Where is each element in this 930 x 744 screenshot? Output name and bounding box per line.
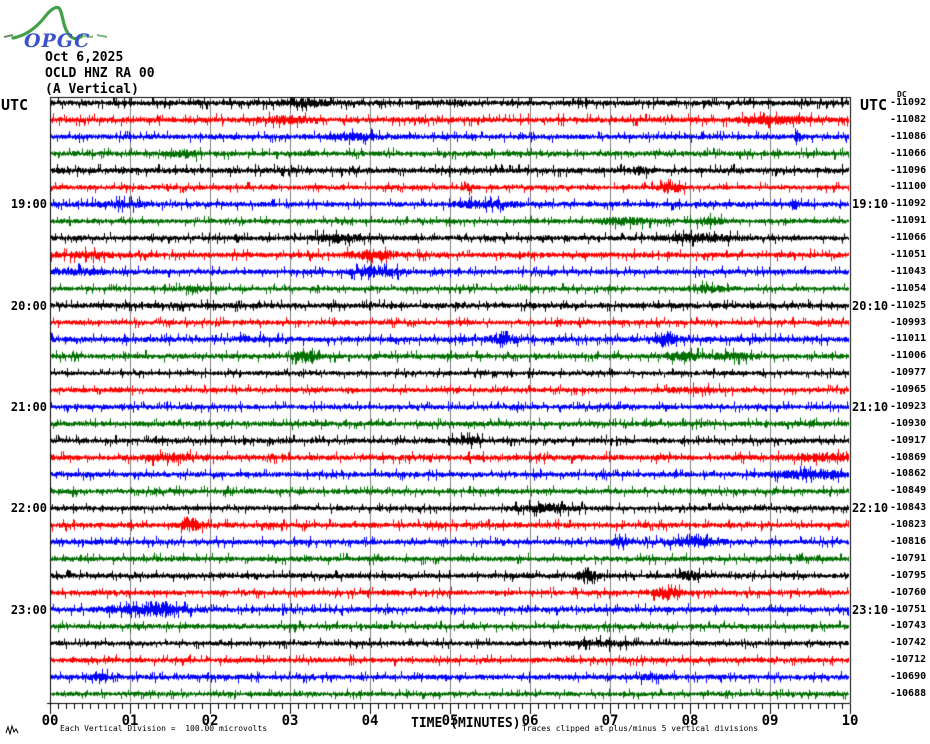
dc-offset-value: -10742 <box>890 637 927 648</box>
left-time-label: 19:00 <box>10 197 47 211</box>
dc-offset-value: -11043 <box>890 266 927 277</box>
left-time-label: 20:00 <box>10 299 47 313</box>
dc-offset-value: -10823 <box>890 519 927 530</box>
logo-left-dash <box>3 34 14 38</box>
dc-offset-value: -10977 <box>890 367 927 378</box>
x-tick-label: 04 <box>361 713 379 729</box>
left-time-label: 23:00 <box>10 603 47 617</box>
logo-text: OPGC <box>24 30 90 52</box>
dc-offset-value: -11092 <box>890 198 927 209</box>
dc-offset-value: -11066 <box>890 232 927 243</box>
dc-offset-value: -11096 <box>890 165 927 176</box>
dc-offset-value: -10795 <box>890 570 927 581</box>
utc-label-left: UTC <box>1 96 29 114</box>
dc-offset-value: -10751 <box>890 604 927 615</box>
dc-offset-value: -11006 <box>890 350 927 361</box>
dc-offset-value: -11051 <box>890 249 927 260</box>
left-time-label: 22:00 <box>10 501 47 515</box>
x-tick-label: 06 <box>521 713 539 729</box>
header-component: (A Vertical) <box>45 82 139 97</box>
x-tick-label: 08 <box>681 713 699 729</box>
dc-offset-value: -10993 <box>890 317 927 328</box>
dc-offset-value: -10743 <box>890 620 927 631</box>
dc-offset-value: -10930 <box>890 418 927 429</box>
footer-scale-note: Each Vertical Division = 100.00 microvol… <box>60 724 268 733</box>
x-tick-label: 00 <box>41 713 59 729</box>
x-tick-label: 01 <box>121 713 139 729</box>
dc-offset-value: -10791 <box>890 553 927 564</box>
right-time-label: 20:10 <box>852 299 889 313</box>
left-time-label: 21:00 <box>10 400 47 414</box>
dc-offset-value: -10869 <box>890 452 927 463</box>
logo-mountain-curve <box>11 5 84 41</box>
dc-offset-value: -11100 <box>890 181 927 192</box>
header-date: Oct 6,2025 <box>45 50 124 65</box>
dc-offset-value: -11025 <box>890 300 927 311</box>
dc-offset-value: -11091 <box>890 215 927 226</box>
x-axis-title: TIME (MINUTES) <box>411 716 521 731</box>
dc-label: DC <box>897 90 907 99</box>
dc-offset-value: -10843 <box>890 502 927 513</box>
dc-offset-value: -10923 <box>890 401 927 412</box>
dc-offset-value: -10862 <box>890 468 927 479</box>
header-station: OCLD HNZ RA 00 <box>45 66 155 81</box>
footer-clipping-note: Traces clipped at plus/minus 5 vertical … <box>522 724 759 733</box>
dc-offset-value: -11066 <box>890 148 927 159</box>
right-time-label: 22:10 <box>852 501 889 515</box>
opgc-logo: OPGC <box>3 5 108 52</box>
dc-offset-value: -11054 <box>890 283 927 294</box>
x-tick-label: 03 <box>281 713 299 729</box>
dc-offset-value: -10760 <box>890 587 927 598</box>
x-tick-label: 10 <box>841 713 859 729</box>
dc-offset-value: -11011 <box>890 333 927 344</box>
dc-offset-value: -11086 <box>890 131 927 142</box>
logo-right-dashes <box>83 34 108 38</box>
dc-offset-value: -10917 <box>890 435 927 446</box>
right-time-label: 21:10 <box>852 400 889 414</box>
x-tick-label: 02 <box>201 713 219 729</box>
dc-offset-value: -10849 <box>890 485 927 496</box>
x-tick-label: 09 <box>761 713 779 729</box>
x-tick-label: 07 <box>601 713 619 729</box>
dc-offset-value: -10816 <box>890 536 927 547</box>
dc-offset-value: -10712 <box>890 654 927 665</box>
dc-offset-value: -11092 <box>890 97 927 108</box>
right-time-label: 23:10 <box>852 603 889 617</box>
dc-offset-value: -11082 <box>890 114 927 125</box>
x-tick-label: 05 <box>441 713 459 729</box>
right-time-label: 19:10 <box>852 197 889 211</box>
dc-offset-value: -10965 <box>890 384 927 395</box>
dc-offset-value: -10690 <box>890 671 927 682</box>
dc-offset-value: -10688 <box>890 688 927 699</box>
mini-waveform-icon <box>5 724 19 735</box>
utc-label-right: UTC <box>860 96 888 114</box>
